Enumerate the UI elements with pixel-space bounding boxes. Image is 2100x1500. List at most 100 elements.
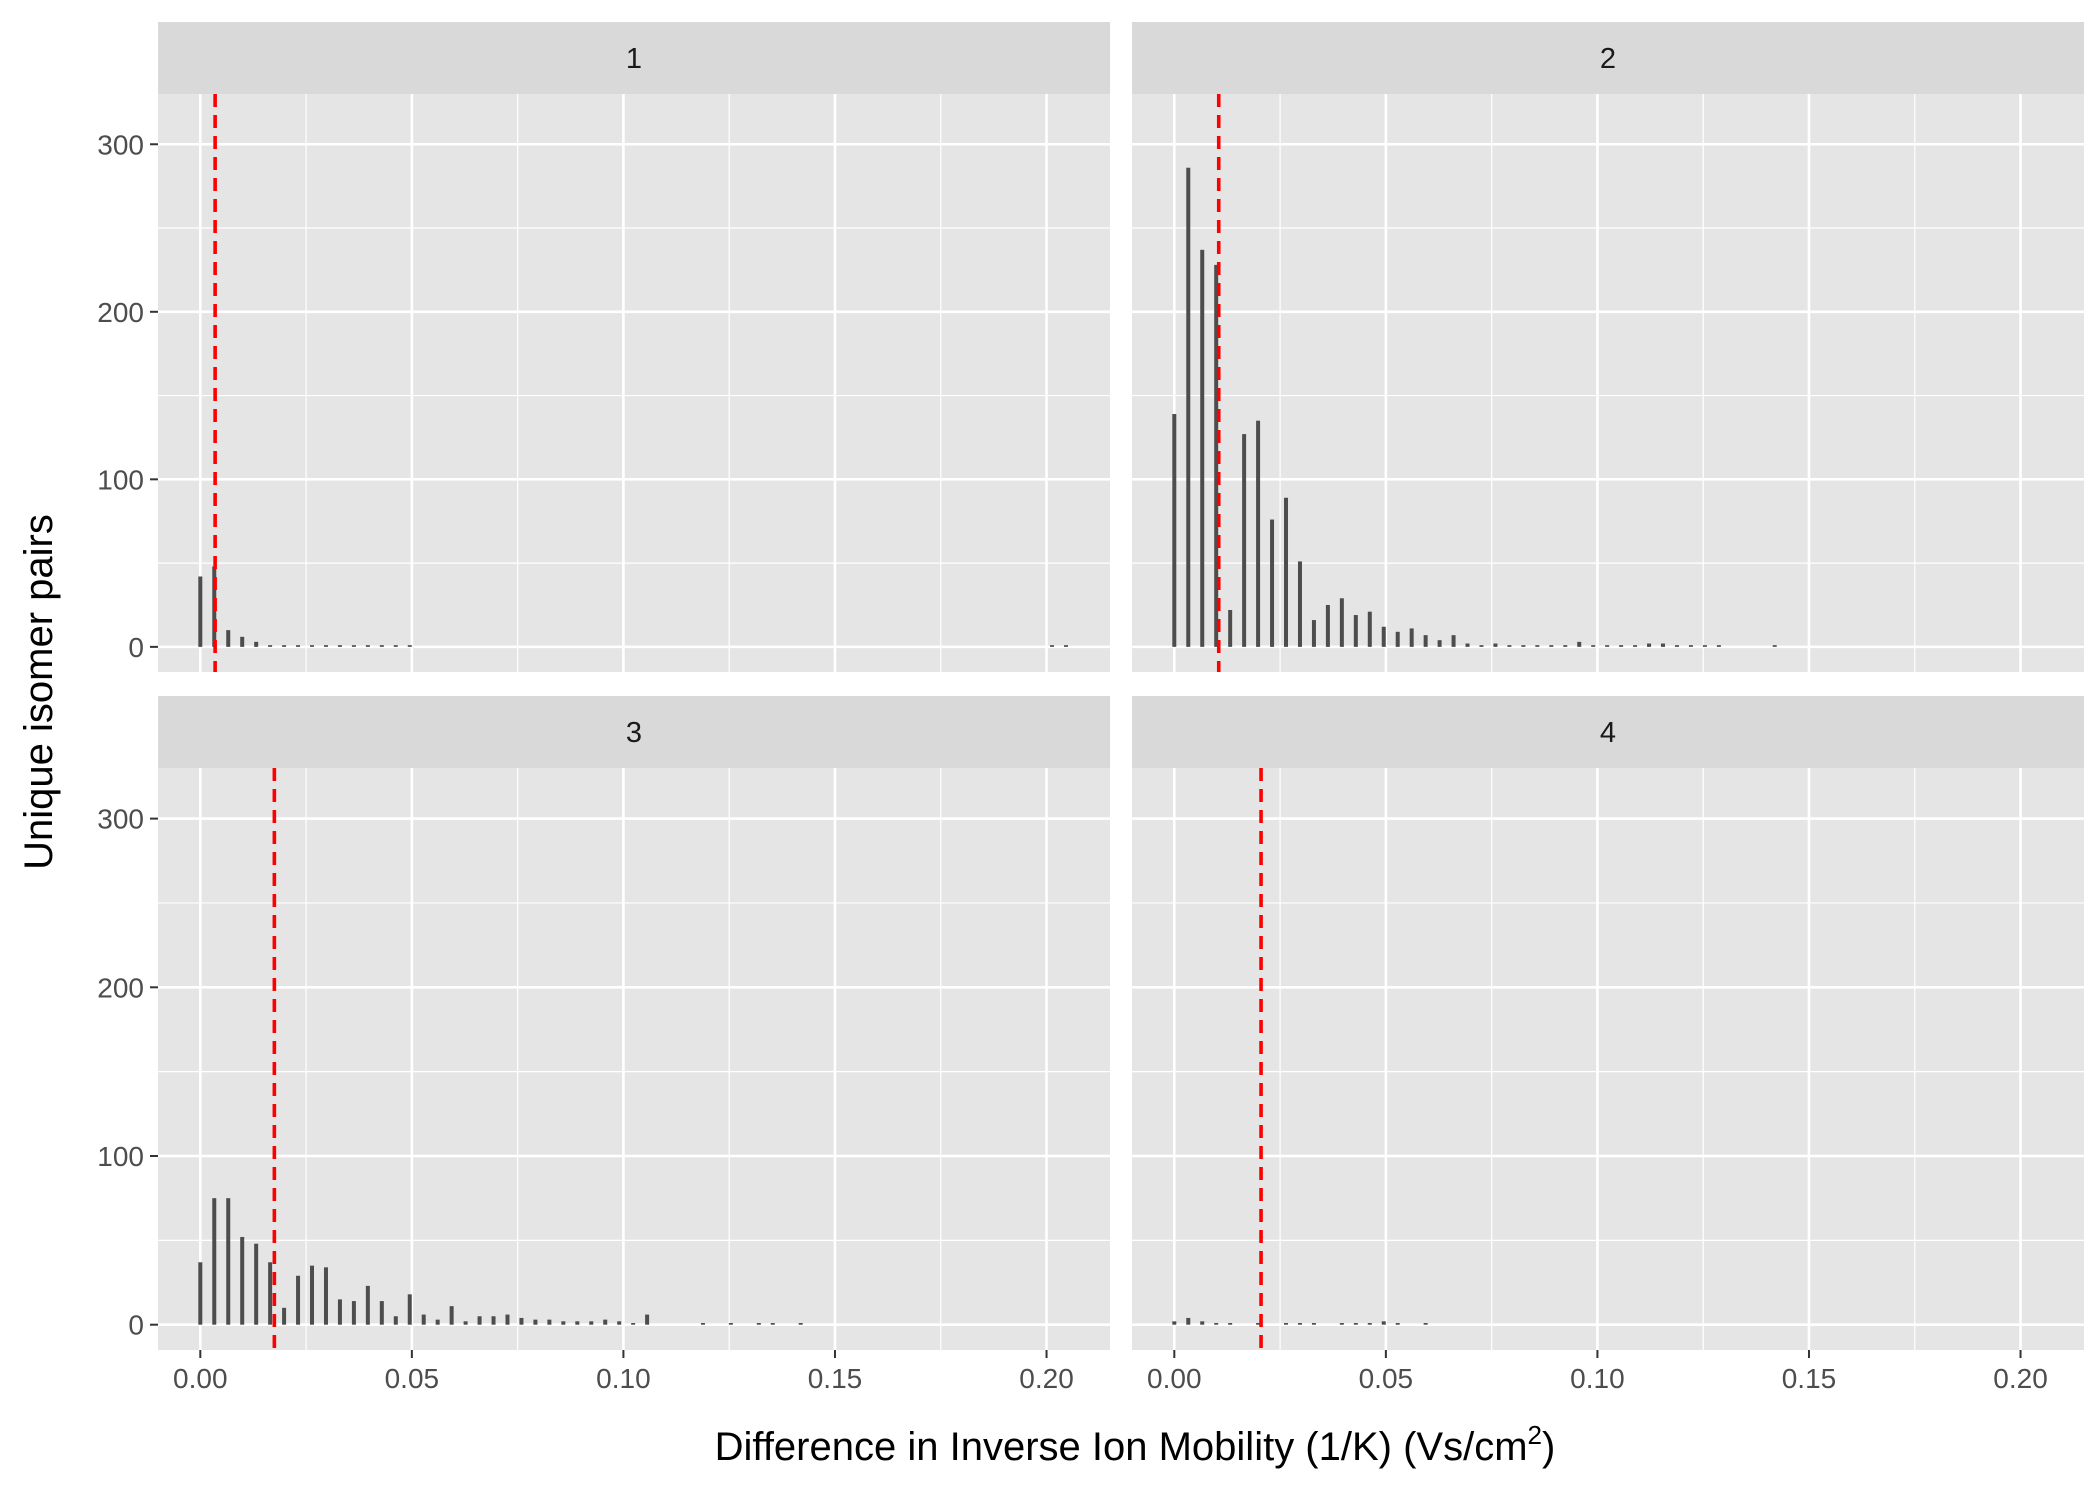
- histogram-bar: [1270, 519, 1275, 647]
- histogram-bar: [282, 1307, 287, 1325]
- histogram-bar: [254, 641, 259, 647]
- x-axis-title: Difference in Inverse Ion Mobility (1/K)…: [715, 1420, 1556, 1469]
- facet-panel-1: 1 0 100 200 300: [97, 22, 1110, 672]
- histogram-bar: [407, 645, 412, 647]
- histogram-bar: [310, 1265, 315, 1325]
- histogram-bar: [1661, 643, 1666, 647]
- histogram-bar: [1605, 645, 1610, 647]
- histogram-bar: [1647, 643, 1652, 647]
- x-tick-label: 0.15: [808, 1363, 863, 1394]
- histogram-bar: [310, 645, 315, 647]
- facet-strip-label: 1: [626, 43, 642, 75]
- histogram-bar: [1563, 645, 1568, 647]
- histogram-bar: [575, 1321, 580, 1325]
- histogram-bar: [379, 1301, 384, 1325]
- histogram-bar: [393, 1316, 398, 1325]
- histogram-bar: [1172, 413, 1177, 647]
- x-axis-title-main: Difference in Inverse Ion Mobility (1/K)…: [715, 1425, 1528, 1469]
- histogram-bar: [491, 1316, 496, 1325]
- histogram-bar: [1716, 645, 1721, 647]
- histogram-bar: [1325, 604, 1330, 647]
- histogram-bar: [1479, 645, 1484, 647]
- facet-panel-2: 2: [1132, 22, 2084, 672]
- facet-strip-label: 4: [1600, 717, 1616, 749]
- panel-background: [158, 768, 1110, 1350]
- histogram-bar: [1297, 561, 1302, 647]
- histogram-bar: [1688, 645, 1693, 647]
- x-tick-label: 0.10: [596, 1363, 651, 1394]
- histogram-bar: [365, 1285, 370, 1325]
- x-tick-label: 0.20: [1019, 1363, 1074, 1394]
- facet-strip: [1132, 22, 2084, 94]
- histogram-bar: [631, 1323, 636, 1325]
- x-tick-label: 0.20: [1993, 1363, 2048, 1394]
- y-tick-label: 100: [97, 1141, 144, 1172]
- y-tick-label: 300: [97, 804, 144, 835]
- x-tick-label: 0.05: [385, 1363, 440, 1394]
- histogram-bar: [756, 1323, 761, 1325]
- histogram-bar: [1381, 1321, 1386, 1325]
- y-tick-label: 300: [97, 129, 144, 160]
- histogram-bar: [1549, 645, 1554, 647]
- histogram-bar: [254, 1243, 259, 1325]
- histogram-bar: [700, 1323, 705, 1325]
- histogram-bar: [379, 645, 384, 647]
- histogram-bar: [1284, 1323, 1289, 1325]
- histogram-bar: [1772, 645, 1777, 647]
- histogram-bar: [1284, 497, 1289, 647]
- histogram-bar: [268, 645, 273, 647]
- histogram-bar: [296, 1275, 301, 1325]
- histogram-bar: [1591, 645, 1596, 647]
- x-axis-title-superscript: 2: [1528, 1420, 1542, 1450]
- histogram-bar: [728, 1323, 733, 1325]
- histogram-bar: [421, 1314, 426, 1325]
- histogram-bar: [1633, 645, 1638, 647]
- histogram-bar: [351, 1301, 356, 1325]
- histogram-bar: [1577, 641, 1582, 647]
- histogram-bar: [198, 576, 203, 647]
- facet-strip: [158, 696, 1110, 768]
- y-tick-label: 200: [97, 972, 144, 1003]
- histogram-bar: [226, 1198, 231, 1325]
- histogram-bar: [323, 1267, 328, 1325]
- histogram-bar: [547, 1319, 552, 1325]
- histogram-bar: [1200, 1321, 1205, 1325]
- histogram-bar: [1367, 611, 1372, 647]
- x-tick-label: 0.00: [173, 1363, 228, 1394]
- facet-panel-3: 3 0 100 200 300 0.00 0.05 0.10 0.15 0.20: [97, 696, 1110, 1394]
- histogram-bar: [645, 1314, 650, 1325]
- histogram-bar: [198, 1262, 203, 1325]
- histogram-bar: [1493, 643, 1498, 647]
- y-tick-label: 0: [128, 1310, 144, 1341]
- histogram-bar: [1311, 620, 1316, 647]
- panel-background: [158, 94, 1110, 672]
- histogram-bar: [1063, 645, 1068, 647]
- histogram-bar: [407, 1294, 412, 1325]
- histogram-bar: [798, 1323, 803, 1325]
- histogram-bar: [337, 645, 342, 647]
- x-axis-title-end: ): [1542, 1425, 1555, 1469]
- histogram-bar: [1535, 645, 1540, 647]
- histogram-bar: [1228, 610, 1233, 647]
- histogram-bar: [1395, 631, 1400, 647]
- facet-strip: [158, 22, 1110, 94]
- histogram-bar: [1172, 1321, 1177, 1325]
- histogram-bar: [296, 645, 301, 647]
- histogram-bar: [1507, 645, 1512, 647]
- histogram-bar: [1409, 628, 1414, 647]
- histogram-bar: [1186, 167, 1191, 647]
- histogram-bar: [1256, 1323, 1261, 1325]
- histogram-bar: [1256, 420, 1261, 647]
- facet-strip-label: 3: [626, 717, 642, 749]
- histogram-bar: [1311, 1323, 1316, 1325]
- histogram-bar: [1423, 1323, 1428, 1325]
- histogram-bar: [365, 645, 370, 647]
- histogram-bar: [1186, 1317, 1191, 1325]
- histogram-bar: [1297, 1323, 1302, 1325]
- histogram-bar: [519, 1317, 524, 1325]
- histogram-bar: [1702, 645, 1707, 647]
- histogram-bar: [1367, 1323, 1372, 1325]
- histogram-bar: [268, 1262, 273, 1325]
- histogram-bar: [212, 1198, 217, 1325]
- facet-strip-label: 2: [1600, 43, 1616, 75]
